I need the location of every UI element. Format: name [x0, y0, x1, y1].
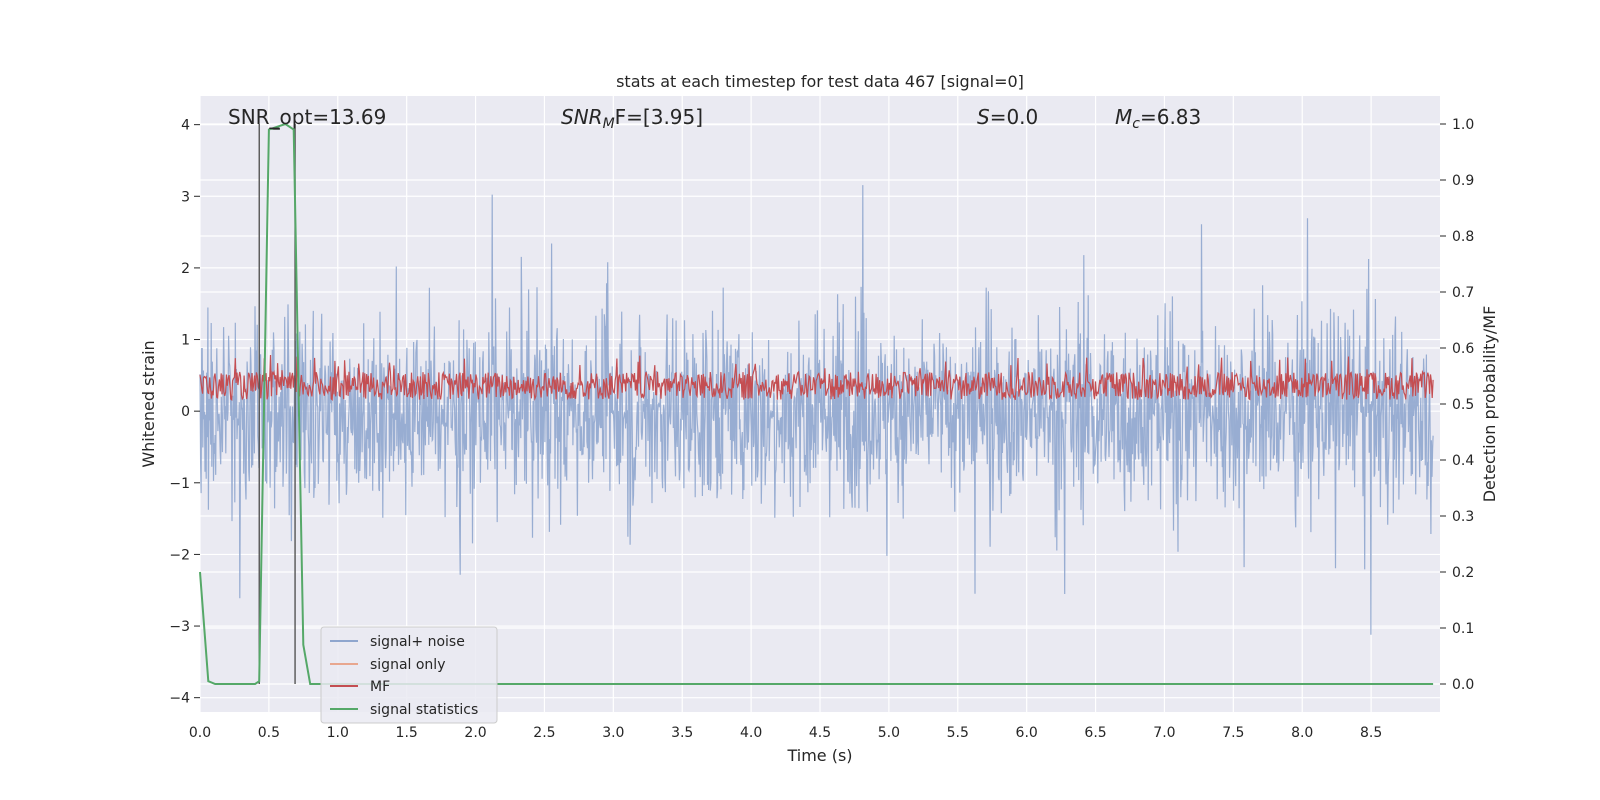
y2-tick-label: 1.0	[1452, 117, 1474, 133]
y2-tick-label: 0.1	[1452, 621, 1474, 637]
x-tick-label: 4.5	[809, 725, 831, 741]
y2-tick-label: 0.8	[1452, 229, 1474, 245]
y2-tick-label: 0.3	[1452, 509, 1474, 525]
x-tick-label: 3.0	[602, 725, 624, 741]
y-tick-label: −2	[169, 547, 190, 563]
y2-tick-label: 0.2	[1452, 565, 1474, 581]
x-tick-label: 1.0	[327, 725, 349, 741]
x-tick-label: 1.5	[396, 725, 418, 741]
x-tick-label: 3.5	[671, 725, 693, 741]
legend: signal+ noise signal only MF signal stat…	[320, 626, 498, 724]
y2-tick-label: 0.4	[1452, 453, 1474, 469]
annotation-mc: Mc=6.83	[1115, 105, 1201, 132]
x-tick-label: 2.5	[533, 725, 555, 741]
annotation-snr-mf: SNRMF=[3.95]	[561, 105, 703, 132]
signal-statistics-line	[199, 122, 1434, 685]
x-tick-label: 6.5	[1084, 725, 1106, 741]
legend-box	[320, 626, 498, 724]
y2-tick-label: 0.6	[1452, 341, 1474, 357]
x-tick-label: 8.0	[1291, 725, 1313, 741]
y-tick-label: −1	[169, 476, 190, 492]
y-tick-label: 4	[181, 118, 190, 134]
y2-axis-title: Detection probability/MF	[1480, 306, 1499, 503]
legend-label-signal-statistics: signal statistics	[370, 702, 478, 718]
y-tick-label: −3	[169, 619, 190, 635]
x-tick-label: 2.0	[464, 725, 486, 741]
y-axis-ticks: 4 3 2 1 0 −1 −2 −3 −4	[169, 118, 200, 707]
legend-label-mf: MF	[370, 679, 390, 695]
x-tick-label: 0.5	[258, 725, 280, 741]
y2-tick-label: 0.7	[1452, 285, 1474, 301]
y-tick-label: −4	[169, 691, 190, 707]
signal-noise-line	[199, 185, 1434, 635]
x-tick-label: 0.0	[189, 725, 211, 741]
mf-line	[199, 354, 1434, 401]
x-tick-label: 6.0	[1016, 725, 1038, 741]
chart-title: stats at each timestep for test data 467…	[616, 72, 1024, 91]
legend-label-signal-noise: signal+ noise	[370, 634, 465, 650]
y-tick-label: 1	[181, 333, 190, 349]
y-axis-title: Whitened strain	[139, 340, 158, 467]
mf-series	[199, 354, 1434, 401]
signal-noise-series	[199, 185, 1434, 635]
x-tick-label: 7.5	[1222, 725, 1244, 741]
x-tick-label: 5.5	[947, 725, 969, 741]
y-tick-label: 0	[181, 404, 190, 420]
x-tick-label: 7.0	[1153, 725, 1175, 741]
x-tick-label: 4.0	[740, 725, 762, 741]
annotation-s: S=0.0	[977, 105, 1038, 129]
y2-axis-ticks: 1.0 0.9 0.8 0.7 0.6 0.5 0.4 0.3 0.2 0.1 0.0	[1440, 117, 1474, 693]
y2-tick-label: 0.9	[1452, 173, 1474, 189]
x-tick-label: 5.0	[878, 725, 900, 741]
y-tick-label: 3	[181, 189, 190, 205]
y2-tick-label: 0.5	[1452, 397, 1474, 413]
signal-statistics-series	[199, 122, 1434, 685]
x-tick-label: 8.5	[1360, 725, 1382, 741]
x-axis-ticks: 0.0 0.5 1.0 1.5 2.0 2.5 3.0 3.5 4.0 4.5 5.0 5.5 6.0 6…	[189, 725, 1382, 741]
x-axis-title: Time (s)	[786, 746, 852, 765]
annotation-snr-opt: SNR_opt=13.69	[228, 105, 386, 129]
legend-label-signal-only: signal only	[370, 657, 445, 673]
y-tick-label: 2	[181, 261, 190, 277]
y2-tick-label: 0.0	[1452, 677, 1474, 693]
